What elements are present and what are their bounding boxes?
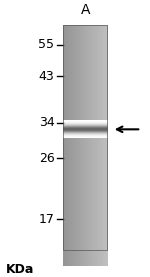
Text: 43: 43 [39,70,54,83]
Bar [63,25,107,250]
Text: 26: 26 [39,152,54,165]
Text: KDa: KDa [6,263,35,276]
Text: 17: 17 [39,213,54,226]
Text: 34: 34 [39,116,54,129]
Text: A: A [81,3,90,17]
Text: 55: 55 [38,38,54,51]
